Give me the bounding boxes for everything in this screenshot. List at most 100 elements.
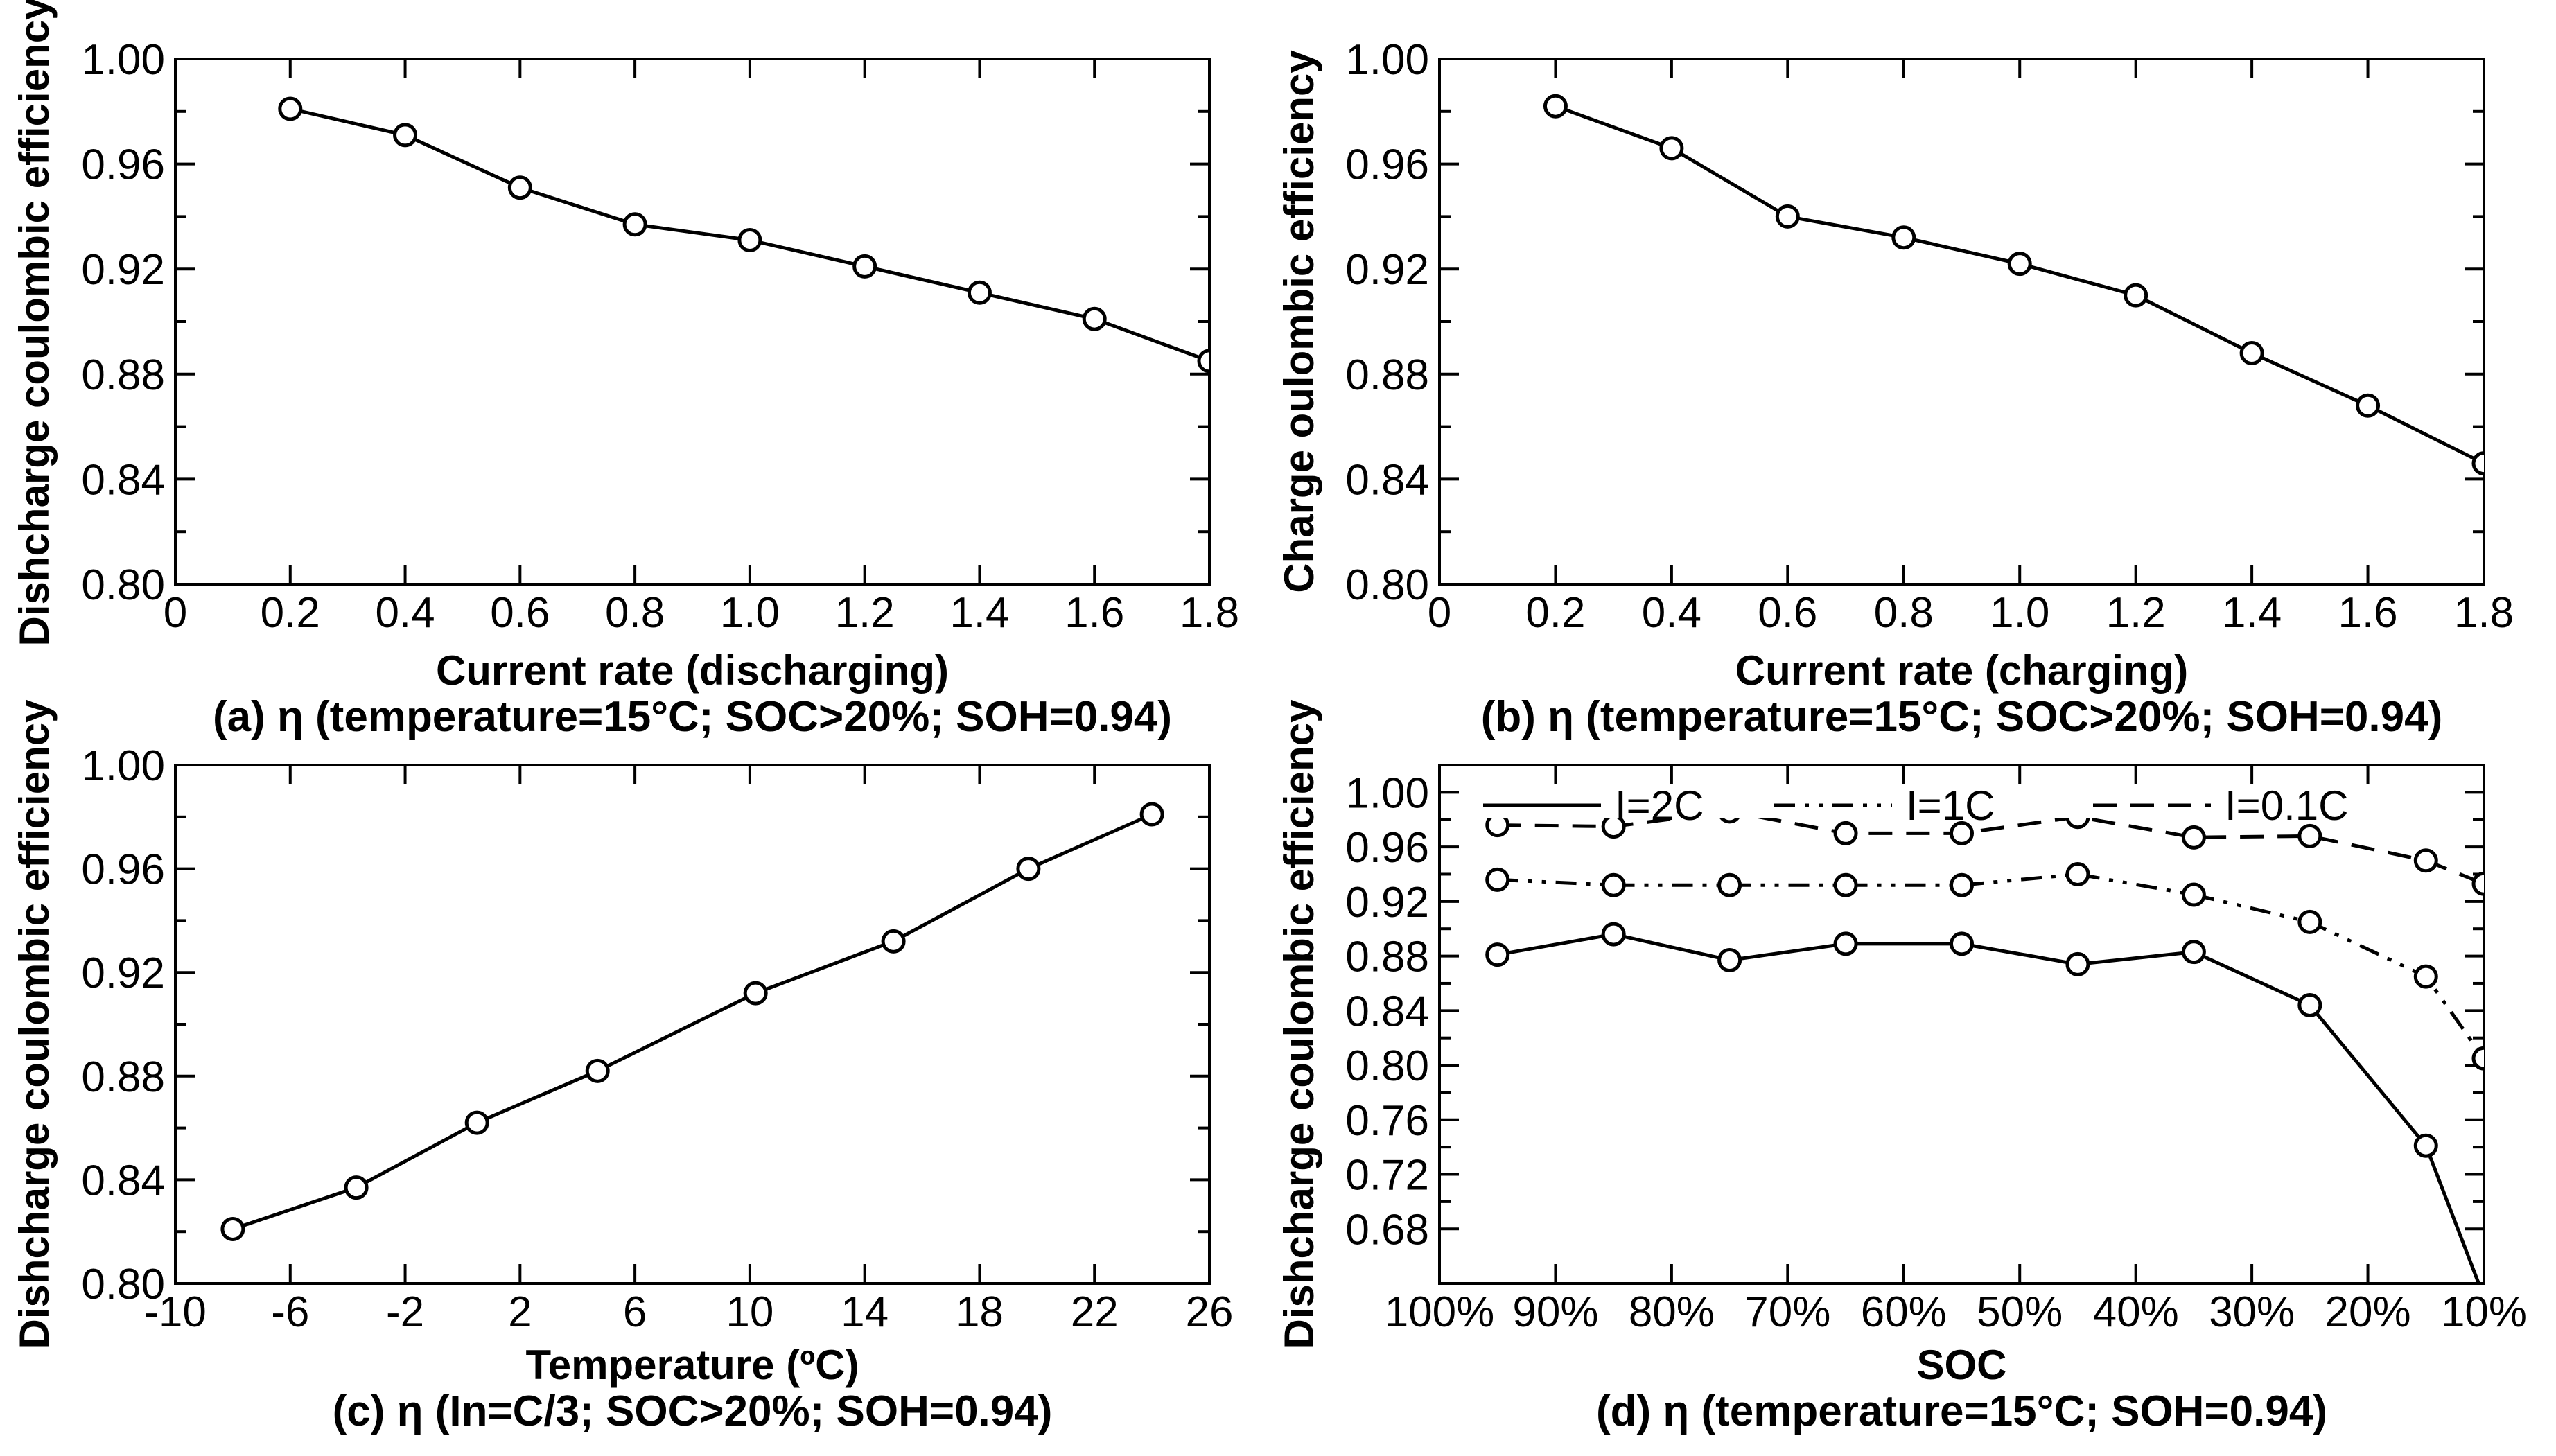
x-tick-label: 60%	[1861, 1288, 1947, 1336]
x-tick-label: 70%	[1744, 1288, 1830, 1336]
y-tick-label: 1.00	[1345, 769, 1429, 817]
data-point	[1950, 872, 1974, 897]
panel-caption: (a) η (temperature=15°C; SOC>20%; SOH=0.…	[213, 693, 1172, 741]
data-point	[1016, 857, 1041, 882]
series-line--	[1555, 104, 2484, 465]
y-tick-label: 0.88	[1345, 933, 1429, 981]
data-point	[2181, 940, 2206, 965]
x-tick-label: -6	[271, 1288, 309, 1336]
data-point	[2297, 992, 2322, 1017]
x-axis-label: Temperature (ºC)	[526, 1342, 859, 1388]
panel-a: 0.80 0.84 0.88 0.92 0.96 1.00 0 0.2 0.4 0.6 0.8 1.0…	[11, 0, 1239, 741]
panel-b: 0.80 0.84 0.88 0.92 0.96 1.00 0 0.2 0.4 0.6 0.8 1.0…	[1276, 36, 2514, 741]
panel-caption: (d) η (temperature=15°C; SOH=0.94)	[1596, 1387, 2327, 1435]
data-point	[2413, 1133, 2438, 1158]
data-point	[1659, 136, 1684, 161]
x-tick-label: 1.0	[1990, 589, 2049, 637]
x-tick-label: 50%	[1977, 1288, 2063, 1336]
data-point	[507, 175, 532, 200]
plot-frame	[1438, 764, 2485, 1285]
y-tick-label: 0.88	[81, 1053, 165, 1101]
x-tick-label: 0.8	[605, 589, 665, 637]
x-tick-label: 0.2	[1525, 589, 1585, 637]
data-point	[1485, 818, 1510, 838]
data-point	[1833, 821, 1858, 845]
data-point	[220, 1216, 245, 1241]
data-point	[622, 212, 647, 237]
panel-c: 0.800.840.880.920.961.00-10 -6 -2 2 6 10 14 18 2…	[11, 699, 1233, 1435]
x-tick-label: 0.4	[1642, 589, 1701, 637]
data-point	[1543, 94, 1568, 119]
data-point	[1775, 204, 1800, 229]
x-tick-label: 10%	[2441, 1288, 2527, 1336]
data-point	[1833, 872, 1858, 897]
series-line-i-0-1c	[1497, 818, 2484, 886]
panel-caption: (b) η (temperature=15°C; SOC>20%; SOH=0.…	[1481, 693, 2443, 741]
y-tick-label: 0.80	[1345, 1042, 1429, 1090]
y-tick-label: 0.84	[81, 456, 165, 504]
x-tick-label: 1.8	[2454, 589, 2514, 637]
data-point	[2007, 252, 2032, 277]
plot-area	[220, 802, 1164, 1241]
data-point	[1833, 931, 1858, 956]
panel-d: 0.68 0.72 0.76 0.80 0.84 0.88 0.92 0.96 1.00 100%…	[1276, 699, 2527, 1435]
y-tick-label: 0.80	[81, 561, 165, 609]
plot-area	[278, 96, 1209, 374]
panel-caption: (c) η (In=C/3; SOC>20%; SOH=0.94)	[333, 1387, 1053, 1435]
x-tick-label: 22	[1071, 1288, 1119, 1336]
x-axis-label: Current rate (charging)	[1735, 647, 2188, 694]
data-point	[2297, 823, 2322, 848]
x-tick-label: 0.8	[1874, 589, 1934, 637]
data-point	[967, 280, 992, 305]
plot-area	[1543, 94, 2484, 476]
x-tick-label: 80%	[1629, 1288, 1715, 1336]
x-tick-label: 20%	[2325, 1288, 2411, 1336]
y-tick-label: 1.00	[81, 742, 165, 790]
legend-label: I=2C	[1615, 782, 1704, 829]
y-tick-label: 0.96	[1345, 141, 1429, 189]
y-tick-label: 0.84	[81, 1157, 165, 1204]
x-tick-label: 0.6	[490, 589, 550, 637]
y-tick-label: 1.00	[81, 36, 165, 84]
plot-area	[1485, 818, 2484, 1283]
data-point	[1139, 802, 1164, 827]
data-point	[2471, 1046, 2484, 1071]
y-tick-label: 0.96	[81, 141, 165, 189]
x-tick-label: 1.0	[720, 589, 780, 637]
y-tick-label: 0.80	[1345, 561, 1429, 609]
data-point	[737, 228, 762, 253]
data-point	[1601, 922, 1626, 947]
legend-label: I=1C	[1906, 782, 1995, 829]
data-point	[2297, 909, 2322, 934]
data-point	[2471, 871, 2484, 896]
y-axis-label: Charge oulombic efficiency	[1276, 50, 1322, 593]
x-tick-label: 18	[956, 1288, 1004, 1336]
data-point	[464, 1110, 489, 1135]
x-axis-label: Current rate (discharging)	[436, 647, 949, 694]
x-tick-label: 1.2	[2106, 589, 2166, 637]
data-point	[2065, 951, 2090, 976]
x-tick-label: 1.6	[1065, 589, 1124, 637]
data-point	[1950, 821, 1974, 845]
y-tick-label: 0.92	[1345, 879, 1429, 927]
data-point	[278, 96, 303, 121]
data-point	[2413, 848, 2438, 873]
x-tick-label: 90%	[1512, 1288, 1598, 1336]
x-tick-label: 1.4	[949, 589, 1009, 637]
data-point	[1601, 872, 1626, 897]
y-tick-label: 0.96	[81, 846, 165, 894]
x-tick-label: 1.6	[2338, 589, 2397, 637]
y-tick-label: 0.88	[81, 351, 165, 399]
y-axis-label: Dishcharge coulombic efficiency	[11, 699, 58, 1349]
x-tick-label: 0.4	[375, 589, 435, 637]
x-tick-label: 10	[726, 1288, 773, 1336]
data-point	[1485, 867, 1510, 892]
y-axis-label: Dishcharge coulombic efficiency	[1276, 699, 1322, 1349]
x-tick-label: 1.8	[1180, 589, 1239, 637]
y-axis-label: Dishcharge coulombic efficiency	[11, 0, 58, 646]
data-point	[1197, 349, 1209, 374]
data-point	[2065, 818, 2090, 830]
data-point	[743, 981, 768, 1006]
x-tick-label: -10	[144, 1288, 207, 1336]
data-point	[1082, 306, 1107, 331]
